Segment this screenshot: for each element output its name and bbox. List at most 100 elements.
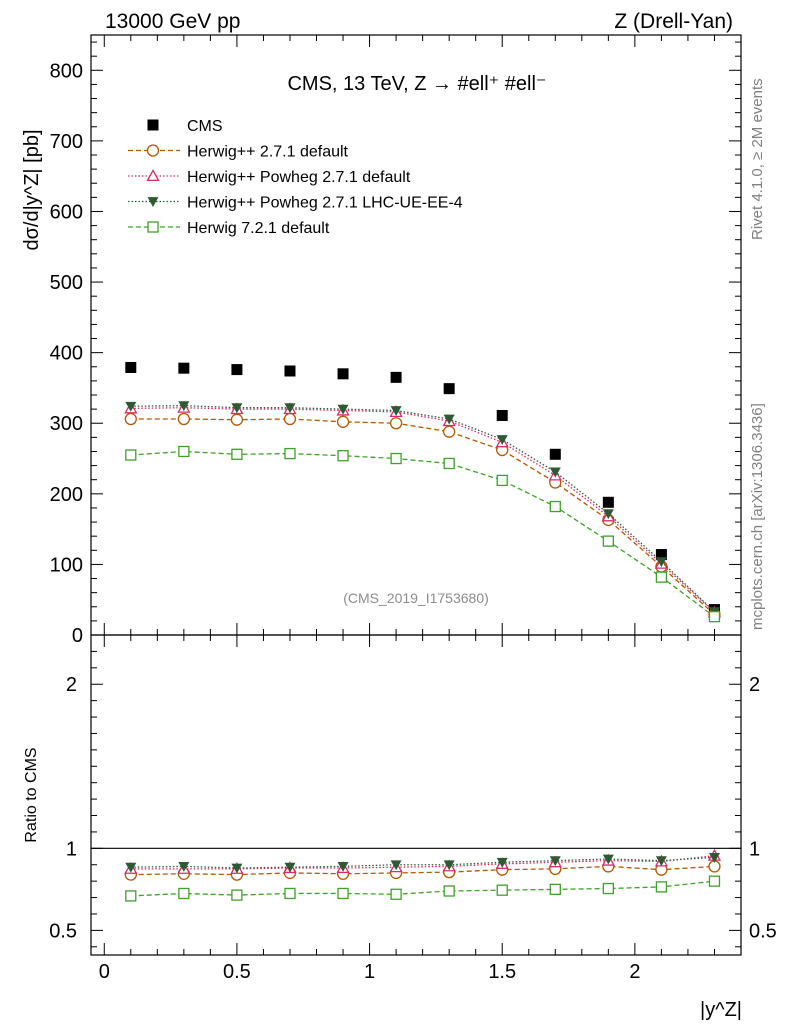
ratio-tick-label-right: 0.5 bbox=[749, 920, 777, 942]
y-axis-label: dσ/d|y^Z| [pb] bbox=[21, 129, 43, 250]
ratio-tick-label: 1 bbox=[66, 838, 77, 860]
data-point bbox=[443, 383, 455, 395]
ratio-point bbox=[602, 882, 614, 895]
series-4 bbox=[125, 445, 721, 623]
ratio-frame bbox=[90, 634, 742, 956]
series-line bbox=[130, 418, 715, 616]
ratio-tick-label: 0.5 bbox=[49, 920, 77, 942]
data-point bbox=[602, 509, 614, 520]
ratio-series-3 bbox=[125, 875, 721, 902]
legend-label: CMS bbox=[187, 118, 223, 135]
series-line bbox=[130, 450, 715, 618]
y-tick-label: 0 bbox=[72, 625, 83, 647]
ratio-point bbox=[390, 888, 402, 900]
legend-item: CMS bbox=[147, 118, 223, 135]
data-point bbox=[390, 371, 402, 383]
data-point bbox=[496, 474, 508, 487]
data-point bbox=[231, 403, 243, 414]
data-point bbox=[496, 409, 508, 421]
data-point bbox=[125, 449, 137, 461]
y-tick-label: 300 bbox=[50, 413, 83, 435]
data-point bbox=[655, 571, 668, 583]
ratio-point bbox=[602, 854, 614, 865]
y-tick-label: 100 bbox=[50, 554, 83, 576]
data-point bbox=[231, 364, 243, 376]
series-layer bbox=[124, 361, 722, 902]
legend-label: Herwig++ Powheg 2.7.1 LHC-UE-EE-4 bbox=[187, 195, 463, 212]
data-point bbox=[125, 401, 137, 412]
header-right: Z (Drell-Yan) bbox=[614, 10, 733, 33]
ratio-line bbox=[130, 880, 715, 897]
ratio-point bbox=[655, 856, 667, 867]
data-point bbox=[284, 365, 296, 377]
x-tick-label: 0 bbox=[99, 961, 110, 983]
ratio-point bbox=[231, 889, 243, 901]
ratio-point bbox=[708, 852, 720, 863]
legend-label: Herwig 7.2.1 default bbox=[187, 220, 330, 237]
rivet-side-label: Rivet 4.1.0, ≥ 2M events bbox=[749, 78, 766, 240]
data-point bbox=[178, 362, 190, 374]
series-line bbox=[130, 404, 715, 613]
ratio-line bbox=[130, 865, 715, 876]
ratio-y-axis-label: Ratio to CMS bbox=[23, 747, 40, 842]
data-point bbox=[443, 414, 455, 425]
ratio-point bbox=[549, 856, 561, 867]
header-left: 13000 GeV pp bbox=[105, 10, 240, 33]
legend-marker bbox=[147, 119, 159, 131]
data-point bbox=[178, 401, 190, 412]
data-point bbox=[284, 403, 296, 414]
ratio-line bbox=[130, 855, 715, 870]
data-point bbox=[390, 406, 402, 417]
ratio-point bbox=[443, 885, 455, 897]
ratio-point bbox=[284, 862, 296, 873]
legend-item: Herwig++ Powheg 2.7.1 default bbox=[128, 169, 411, 186]
ratio-series-2 bbox=[125, 852, 720, 874]
series-line bbox=[130, 407, 715, 613]
x-tick-label: 1 bbox=[364, 961, 375, 983]
ratio-point bbox=[496, 857, 508, 868]
x-tick-label: 2 bbox=[629, 961, 640, 983]
data-point bbox=[655, 557, 667, 568]
data-point bbox=[337, 450, 349, 462]
x-tick-label: 1.5 bbox=[488, 961, 516, 983]
ratio-point bbox=[125, 862, 137, 873]
legend-item: Herwig 7.2.1 default bbox=[128, 220, 330, 237]
ratio-point bbox=[284, 887, 296, 900]
data-point bbox=[284, 447, 296, 460]
data-point bbox=[125, 361, 137, 373]
mcplots-side-label: mcplots.cern.ch [arXiv:1306.3436] bbox=[749, 403, 766, 630]
legend-label: Herwig++ 2.7.1 default bbox=[187, 144, 349, 161]
ratio-series-0 bbox=[124, 860, 721, 881]
y-tick-label: 600 bbox=[50, 201, 83, 223]
ratio-point bbox=[390, 860, 402, 871]
data-point bbox=[655, 549, 667, 561]
legend-marker bbox=[146, 169, 160, 182]
ratio-point bbox=[178, 887, 190, 900]
y-tick-label: 500 bbox=[50, 272, 83, 294]
data-point bbox=[496, 435, 508, 445]
data-point bbox=[602, 535, 614, 547]
data-point bbox=[337, 404, 349, 415]
series-2 bbox=[124, 400, 722, 618]
watermark: (CMS_2019_I1753680) bbox=[343, 590, 489, 606]
data-point bbox=[390, 452, 402, 465]
ratio-tick-label-right: 2 bbox=[749, 674, 760, 696]
data-point bbox=[549, 448, 561, 460]
data-point bbox=[337, 368, 349, 380]
data-point bbox=[177, 412, 191, 426]
ratio-point bbox=[337, 861, 349, 872]
ratio-point bbox=[549, 883, 561, 896]
data-point bbox=[708, 610, 721, 623]
x-axis-label: |y^Z| bbox=[700, 999, 742, 1021]
chart-title: CMS, 13 TeV, Z → #ell⁺ #ell⁻ bbox=[287, 73, 546, 95]
ratio-point bbox=[443, 860, 455, 871]
ratio-series-1 bbox=[124, 848, 722, 874]
series-3 bbox=[125, 401, 720, 618]
data-point bbox=[336, 415, 350, 428]
ratio-point bbox=[125, 890, 137, 902]
data-point bbox=[549, 467, 561, 478]
legend-marker bbox=[147, 221, 159, 233]
legend: CMS Herwig++ 2.7.1 default Herwig++ Powheg… bbox=[128, 118, 463, 237]
series-0 bbox=[125, 361, 720, 616]
